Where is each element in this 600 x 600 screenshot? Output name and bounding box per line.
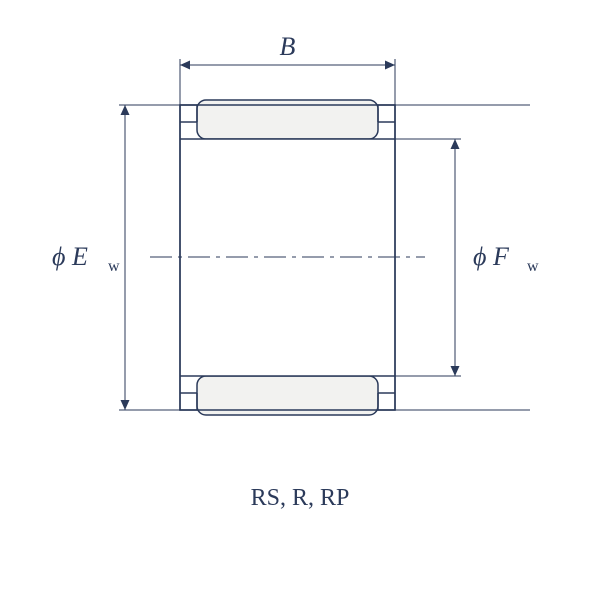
svg-text:w: w xyxy=(527,258,539,275)
label-Ew: ϕ Ew xyxy=(52,242,120,275)
label-model: RS, R, RP xyxy=(251,485,350,511)
roller-top xyxy=(197,100,378,139)
housing-inner-fill xyxy=(181,139,394,376)
label-Fw: ϕ F xyxy=(473,242,510,271)
label-B: B xyxy=(280,32,296,61)
roller-bottom xyxy=(197,376,378,415)
bearing-diagram: Bϕ E w ϕ F w RS, R, RP xyxy=(0,0,600,600)
svg-text:w: w xyxy=(108,258,120,275)
svg-text:ϕ E: ϕ E xyxy=(52,242,88,271)
